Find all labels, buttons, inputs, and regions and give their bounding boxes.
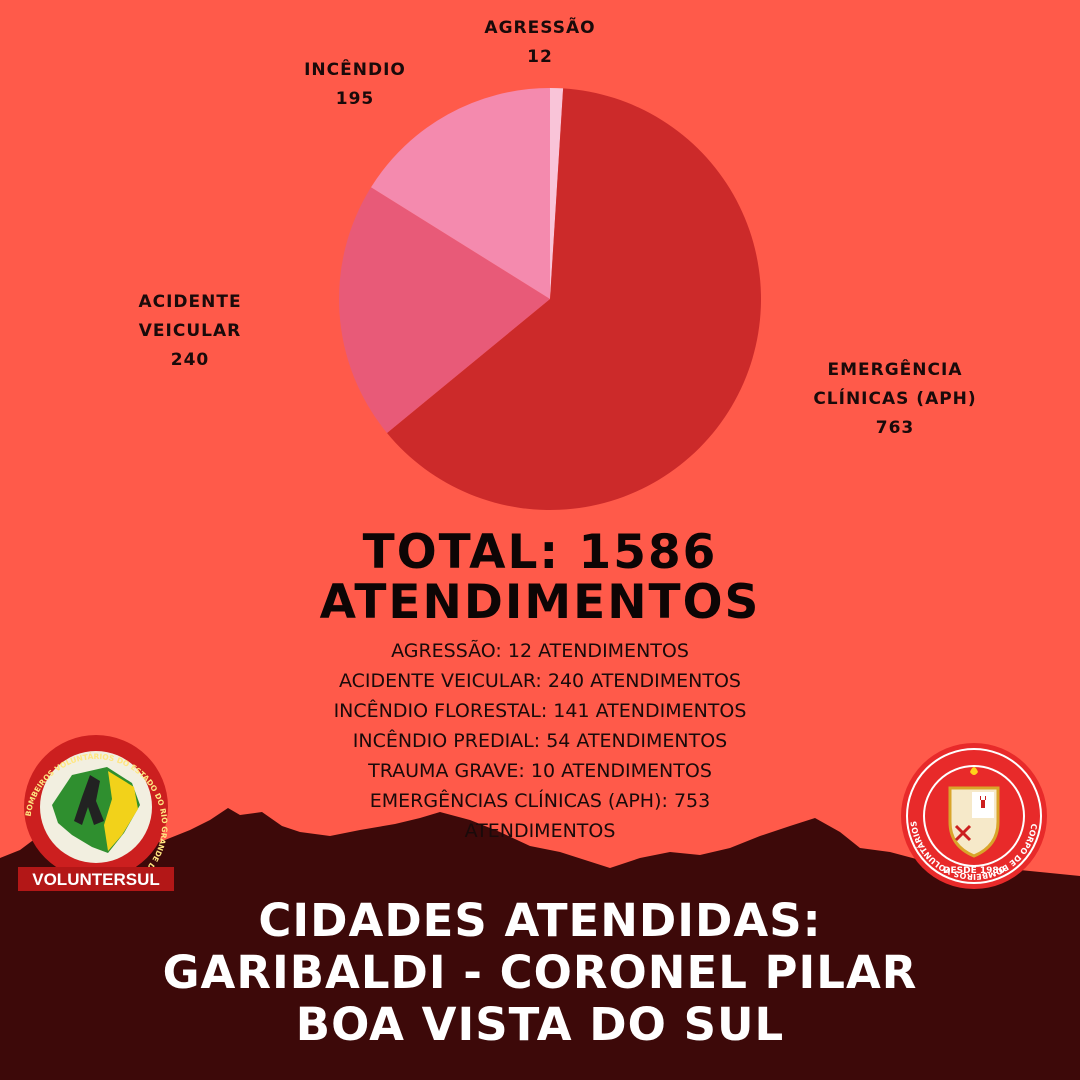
- logo-ring: [906, 748, 1042, 884]
- cities-line-3: BOA VISTA DO SUL: [295, 998, 785, 1051]
- pie-label-acidente-veicular: ACIDENTE VEICULAR 240: [138, 292, 242, 370]
- cities-line-2: GARIBALDI - CORONEL PILAR: [162, 946, 918, 999]
- breakdown-item: ATENDIMENTOS: [464, 820, 616, 842]
- breakdown-item: AGRESSÃO: 12 ATENDIMENTOS: [391, 640, 689, 662]
- pie-slice-emerg-ncia-cl-nicas-aph-: [387, 88, 761, 511]
- pie-chart: [339, 88, 761, 511]
- total-line-1: TOTAL: 1586: [362, 525, 718, 580]
- cross-icon: [980, 796, 986, 808]
- garibaldi-logo: CORPO DE BOMBEIROS VOLUNTÁRIOS DE GARIBA…: [900, 742, 1047, 889]
- pie-label-emergencia-clinicas: EMERGÊNCIA CLÍNICAS (APH) 763: [813, 360, 977, 438]
- total-line-2: ATENDIMENTOS: [319, 575, 761, 630]
- flame-icon: [970, 767, 978, 775]
- breakdown-item: EMERGÊNCIAS CLÍNICAS (APH): 753: [369, 790, 711, 812]
- cities-title: CIDADES ATENDIDAS:: [258, 894, 822, 947]
- firefighter-icon: [74, 775, 104, 825]
- pie-label-incendio: INCÊNDIO 195: [304, 60, 406, 109]
- mountain-band: [0, 808, 1080, 1080]
- voluntersul-logo: BOMBEIROS VOLUNTÁRIOS DO ESTADO DO RIO G…: [18, 735, 174, 891]
- total-heading: TOTAL: 1586 ATENDIMENTOS: [200, 528, 880, 628]
- pie-label-agressao: AGRESSÃO 12: [484, 18, 596, 67]
- axes-icon: [954, 824, 972, 842]
- logo-name-band: [18, 867, 174, 891]
- breakdown-item: TRAUMA GRAVE: 10 ATENDIMENTOS: [368, 760, 712, 782]
- logo-since: DESDE 1980: [943, 866, 1005, 876]
- pie-slice-agress-o: [550, 88, 564, 299]
- breakdown-list: AGRESSÃO: 12 ATENDIMENTOS ACIDENTE VEICU…: [240, 636, 840, 846]
- pie-slice-acidente-veicular: [339, 187, 550, 433]
- logo-name: VOLUNTERSUL: [32, 870, 160, 889]
- cities-block: CIDADES ATENDIDAS: GARIBALDI - CORONEL P…: [60, 895, 1020, 1051]
- breakdown-item: ACIDENTE VEICULAR: 240 ATENDIMENTOS: [338, 670, 741, 692]
- pie-slice-inc-ndio: [371, 88, 550, 299]
- breakdown-item: INCÊNDIO PREDIAL: 54 ATENDIMENTOS: [352, 730, 728, 752]
- state-map-yellow: [104, 771, 138, 851]
- breakdown-item: INCÊNDIO FLORESTAL: 141 ATENDIMENTOS: [333, 700, 747, 722]
